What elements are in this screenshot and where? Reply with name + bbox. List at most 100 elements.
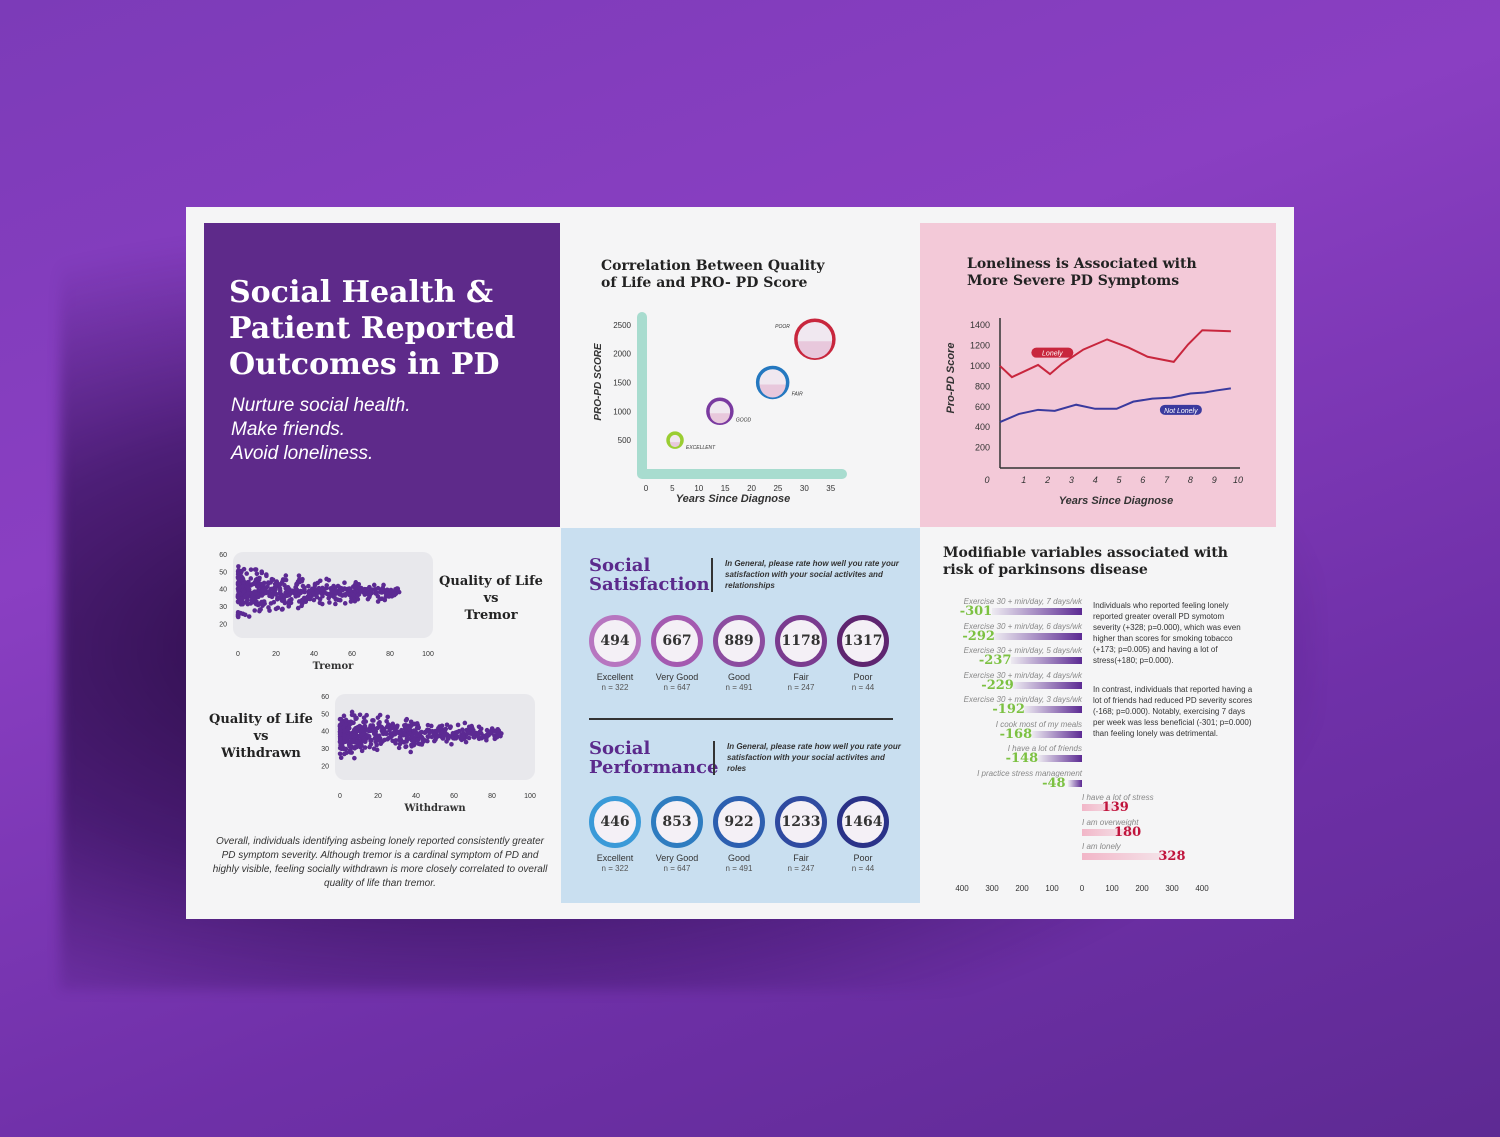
scatter-point [283, 573, 289, 578]
scatter-point [269, 576, 275, 582]
scatter-point [420, 739, 426, 744]
point-label: POOR [775, 324, 790, 330]
bar [1031, 730, 1082, 738]
scatter-point [333, 589, 338, 595]
y-tick-label: 20 [321, 763, 329, 770]
rating-count: n = 247 [787, 864, 815, 873]
scatter-point [331, 594, 336, 599]
y-tick-label: 50 [321, 711, 329, 718]
scatter-point [353, 584, 359, 590]
bar-value-label: -229 [981, 677, 1014, 693]
scatter-point [342, 733, 347, 738]
y-tick-label: 1400 [970, 320, 990, 330]
scatter-point [329, 585, 335, 591]
tremor-label-line-3: Tremor [464, 608, 518, 623]
scatter-point [281, 598, 287, 604]
scatter-point [246, 614, 252, 619]
bar [1013, 681, 1082, 689]
rating-count: n = 44 [851, 683, 875, 692]
social-satisfaction-title-line-2: Satisfaction [589, 574, 710, 595]
social-ratings-panel: Social Satisfaction In General, please r… [561, 528, 920, 903]
y-axis-label: PRO-PD SCORE [593, 343, 604, 421]
scatter-point [418, 730, 423, 735]
bar-value-label: 180 [1114, 824, 1142, 840]
scatter-point [404, 733, 410, 739]
x-tick-label: 5 [1116, 475, 1122, 485]
social-satisfaction-question: In General, please rate how well you rat… [725, 559, 899, 590]
scatter-point [302, 589, 307, 595]
withdrawn-label-line-2: vs [253, 729, 269, 744]
scatter-point [299, 603, 304, 609]
scatter-point [326, 577, 332, 583]
tremor-label-line-1: Quality of Life [439, 574, 543, 589]
bar-category-label: Exercise 30 + min/day, 5 days/wk [963, 646, 1082, 655]
scatter-point [271, 599, 277, 605]
loneliness-chart-title: Loneliness is Associated with More Sever… [967, 256, 1197, 289]
social-performance-question: In General, please rate how well you rat… [727, 742, 901, 773]
scatter-point [296, 592, 301, 598]
bar-category-label: Exercise 30 + min/day, 4 days/wk [963, 670, 1082, 680]
rating-label: Very Good [655, 672, 699, 682]
y-tick-label: 1500 [613, 378, 631, 387]
rating-circle: 667 [651, 615, 703, 667]
x-axis-label: Years Since Diagnose [676, 493, 791, 505]
scatter-point [373, 732, 379, 737]
x-tick-label: 30 [800, 484, 809, 493]
scatter-point [286, 604, 292, 609]
scatter-point [445, 735, 450, 740]
scatter-point [390, 721, 396, 727]
rating-circle: 494 [589, 615, 641, 667]
scatter-point [250, 594, 255, 599]
series-line [999, 387, 1232, 423]
x-tick-label: 300 [1165, 884, 1179, 893]
x-axis-label: Withdrawn [403, 803, 466, 812]
data-point-fill [709, 413, 730, 424]
scatter-point [280, 606, 285, 612]
rating-count: n = 491 [725, 683, 753, 692]
scatter-point [474, 731, 480, 736]
point-label: FAIR [792, 391, 803, 397]
bar-value-label: -301 [959, 604, 993, 619]
scatter-point [244, 571, 249, 576]
scatter-point [413, 728, 418, 733]
bar-category-label: Exercise 30 + min/day, 7 days/wk [963, 597, 1082, 606]
bar-value-label: -148 [1005, 751, 1039, 766]
scatter-point [236, 581, 242, 587]
social-satisfaction-title: Social Satisfaction [589, 556, 710, 594]
x-tick-label: 7 [1164, 475, 1170, 485]
withdrawn-label-line-1: Quality of Life [209, 712, 313, 727]
bar [1024, 706, 1082, 713]
scatter-point [257, 608, 262, 614]
scatter-point [324, 583, 330, 588]
rating-count: n = 322 [601, 864, 629, 873]
scatter-point [341, 713, 347, 719]
scatter-point [364, 587, 369, 592]
scatter-point [412, 721, 417, 727]
x-tick-label: 10 [694, 484, 703, 493]
scatter-point [395, 729, 401, 735]
legend-label: Lonely [1042, 351, 1063, 358]
scatter-point [385, 714, 391, 720]
scatter-point [333, 601, 338, 607]
scatter-point [375, 585, 381, 591]
scatter-point [236, 564, 241, 569]
y-axis-label: Pro-PD Score [945, 343, 957, 414]
y-tick-label: 50 [219, 569, 227, 576]
scatter-point [392, 592, 397, 598]
y-tick-label: 40 [321, 729, 329, 736]
rating-circle: 889 [713, 615, 765, 667]
rating-label: Poor [853, 853, 873, 863]
legend-pill [1031, 347, 1074, 358]
scatter-point [424, 727, 430, 733]
scatter-point [369, 587, 375, 593]
scatter-point [252, 600, 257, 605]
scatter-point [352, 728, 357, 733]
scatter-point [360, 731, 366, 737]
scatter-point [416, 725, 421, 731]
y-tick-label: 60 [321, 694, 329, 701]
bar-category-label: I am lonely [1082, 842, 1121, 851]
scatter-point [364, 732, 370, 738]
scatter-point [273, 592, 279, 597]
tremor-scatter-label: Quality of Life vs Tremor [436, 573, 546, 624]
scatter-point [299, 597, 305, 603]
